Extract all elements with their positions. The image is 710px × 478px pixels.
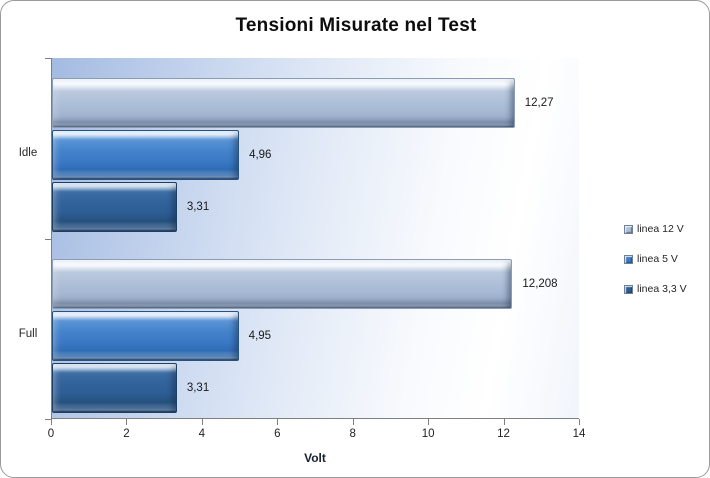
x-axis-tick — [352, 419, 354, 425]
x-axis-tick-label: 4 — [198, 428, 206, 440]
x-axis-tick — [201, 419, 203, 425]
legend-swatch-icon — [624, 284, 633, 294]
x-axis-tick — [126, 419, 128, 425]
x-axis-tick — [428, 419, 430, 425]
bar-linea-12-v-full — [52, 258, 513, 309]
y-axis-tick — [45, 238, 51, 240]
legend-label: linea 12 V — [637, 223, 684, 235]
legend-item-linea-12-v: linea 12 V — [624, 219, 708, 239]
x-axis-tick — [51, 419, 52, 425]
value-label-linea-5-v-idle: 4,96 — [249, 149, 272, 161]
x-axis-tick-label: 10 — [421, 428, 435, 440]
legend-item-linea-5-v: linea 5 V — [624, 249, 708, 269]
y-axis-tick — [45, 419, 51, 420]
legend-swatch-icon — [624, 224, 633, 234]
x-axis-title: Volt — [304, 451, 326, 465]
bar-linea-3-3-v-idle — [52, 182, 177, 232]
value-label-linea-12-v-idle: 12,27 — [524, 97, 554, 109]
value-label-linea-3-3-v-idle: 3,31 — [186, 201, 210, 213]
legend-label: linea 3,3 V — [637, 283, 687, 295]
plot-area: 12,27 4,96 3,31 12,208 4,95 3,31 — [51, 58, 579, 419]
chart-title: Tensioni Misurate nel Test — [235, 15, 477, 36]
value-label-linea-5-v-full: 4,95 — [248, 329, 272, 342]
legend-swatch-icon — [624, 254, 633, 264]
bar-linea-3-3-v-full — [52, 362, 177, 413]
bar-linea-5-v-idle — [52, 130, 240, 180]
legend-item-linea-3-3-v: linea 3,3 V — [624, 279, 708, 299]
value-label-linea-12-v-full: 12,208 — [522, 277, 558, 290]
bar-linea-12-v-idle — [52, 78, 515, 128]
bar-linea-5-v-full — [52, 310, 239, 361]
x-axis-tick-label: 8 — [349, 428, 356, 440]
y-axis-tick — [45, 58, 51, 59]
category-label-idle: Idle — [18, 147, 38, 159]
x-axis-tick — [579, 419, 580, 425]
category-label-full: Full — [18, 327, 38, 340]
value-label-linea-3-3-v-full: 3,31 — [186, 381, 210, 394]
legend-label: linea 5 V — [637, 253, 678, 265]
x-axis-tick-label: 6 — [274, 428, 281, 440]
legend: linea 12 V linea 5 V linea 3,3 V — [624, 219, 708, 309]
x-axis-tick-label: 12 — [497, 428, 510, 440]
x-axis-tick — [503, 419, 505, 425]
x-axis-tick-label: 0 — [47, 428, 55, 440]
x-axis-tick — [277, 419, 279, 425]
x-axis-tick-label: 2 — [123, 428, 130, 440]
x-axis-tick-label: 14 — [572, 428, 586, 440]
